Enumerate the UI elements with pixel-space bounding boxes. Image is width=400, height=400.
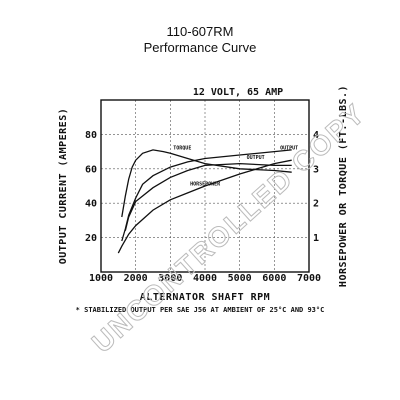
left-y-tick-label: 20 — [85, 233, 97, 244]
x-tick-label: 2000 — [124, 273, 148, 284]
left-y-tick-label: 60 — [85, 164, 97, 175]
x-tick-label: 7000 — [297, 273, 321, 284]
grid — [101, 100, 309, 272]
condition-label: 12 VOLT, 65 AMP — [193, 87, 283, 98]
series-label: HORSEPOWER — [190, 181, 221, 187]
series-labels: OUTPUT TORQUE OUTPUT HORSEPOWER — [173, 145, 298, 187]
left-y-tick-label: 40 — [85, 199, 97, 210]
right-y-tick-label: 1 — [313, 233, 319, 244]
x-tick-label: 3000 — [158, 273, 182, 284]
watermark-text: UNCONTROLLED COPY — [86, 97, 371, 358]
series-line-torque — [121, 149, 292, 218]
right-y-tick-label: 2 — [313, 199, 319, 210]
series-line-horsepower — [117, 159, 292, 254]
series-label: OUTPUT — [247, 155, 265, 161]
right-y-tick-label: 3 — [313, 164, 319, 175]
series-line-output — [124, 162, 292, 231]
footnote: * STABILIZED OUTPUT PER SAE J56 AT AMBIE… — [76, 306, 325, 314]
left-y-axis-label: OUTPUT CURRENT (AMPERES) — [58, 108, 69, 265]
x-tick-labels: 1000 2000 3000 4000 5000 6000 7000 — [89, 273, 321, 284]
left-y-tick-label: 80 — [85, 130, 97, 141]
x-tick-label: 1000 — [89, 273, 113, 284]
right-y-tick-label: 4 — [313, 130, 319, 141]
x-axis-label: ALTERNATOR SHAFT RPM — [140, 292, 270, 303]
left-y-tick-labels: 20 40 60 80 — [85, 130, 97, 244]
series-lines — [117, 149, 292, 254]
series-label: TORQUE — [173, 145, 191, 151]
chart-subtitle: Performance Curve — [144, 40, 257, 55]
series-label: OUTPUT — [280, 146, 298, 152]
x-tick-label: 6000 — [262, 273, 286, 284]
x-tick-label: 5000 — [228, 273, 252, 284]
right-y-tick-labels: 1 2 3 4 — [313, 130, 319, 244]
plot-frame — [100, 99, 310, 273]
x-tick-label: 4000 — [193, 273, 217, 284]
right-y-axis-label: HORSEPOWER OR TORQUE (FT.-LBS.) — [338, 85, 349, 287]
part-number-title: 110-607RM — [167, 24, 234, 39]
